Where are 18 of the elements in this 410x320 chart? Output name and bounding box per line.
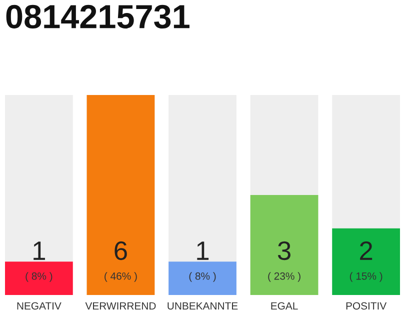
annotation: ( 8% ): [26, 272, 52, 282]
x-tick-label: NEGATIV: [17, 302, 62, 310]
data-label: 2: [360, 241, 372, 260]
x-tick-label: POSITIV: [346, 302, 387, 310]
bar: [168, 262, 236, 295]
annotation: ( 23% ): [268, 272, 300, 282]
x-tick-label: EGAL: [271, 302, 298, 310]
data-label: 1: [34, 242, 45, 260]
data-label: 3: [278, 241, 290, 260]
annotation: ( 46% ): [104, 272, 137, 282]
data-label: 6: [114, 241, 127, 260]
annotation: ( 8% ): [189, 272, 216, 282]
chart-title: 0814215731: [6, 4, 190, 29]
annotation: ( 15% ): [350, 272, 382, 282]
data-label: 1: [197, 242, 209, 260]
x-tick-label: UNBEKANNTE: [168, 302, 238, 310]
bar: [5, 262, 73, 295]
x-tick-label: VERWIRREND: [85, 302, 156, 310]
